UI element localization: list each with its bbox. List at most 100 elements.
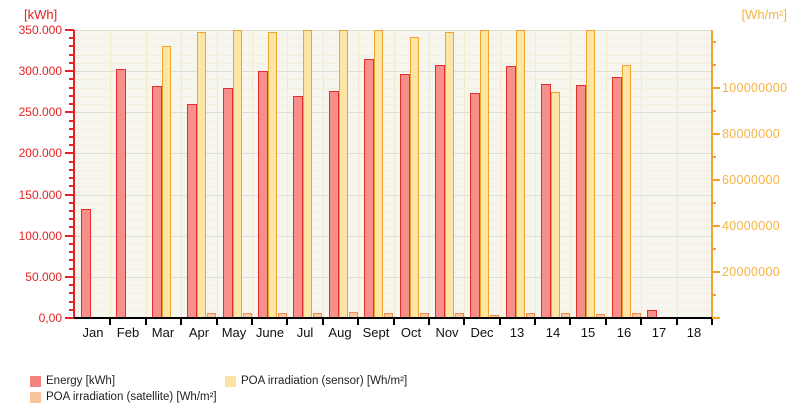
right-axis-tick-label: 100000000 bbox=[722, 81, 788, 95]
left-axis-tick bbox=[69, 177, 74, 179]
x-axis-tick bbox=[109, 319, 111, 325]
x-axis-tick bbox=[676, 319, 678, 325]
x-axis-tick bbox=[605, 319, 607, 325]
x-axis-category-label: Feb bbox=[116, 325, 140, 340]
right-axis-tick-label: 80000000 bbox=[722, 127, 781, 141]
left-axis-tick bbox=[69, 120, 74, 122]
gridline-vertical bbox=[146, 30, 147, 318]
legend-swatch-energy bbox=[30, 376, 41, 387]
x-axis-category-label: 18 bbox=[686, 325, 702, 340]
left-axis-tick bbox=[65, 194, 74, 196]
right-axis-tick bbox=[712, 248, 716, 250]
bottom-axis-line bbox=[73, 317, 714, 319]
gridline-vertical bbox=[323, 30, 324, 318]
gridline-horizontal bbox=[75, 236, 712, 237]
right-axis-line bbox=[711, 30, 713, 320]
left-axis-tick-label: 250.000 bbox=[18, 105, 62, 119]
left-axis-unit-label: [kWh] bbox=[24, 7, 58, 22]
legend-label-energy: Energy [kWh] bbox=[46, 375, 116, 387]
left-axis-tick bbox=[69, 251, 74, 253]
x-axis-tick bbox=[286, 319, 288, 325]
right-axis-tick bbox=[712, 294, 716, 296]
left-axis-tick bbox=[69, 210, 74, 212]
gridline-horizontal bbox=[75, 260, 712, 261]
bar-energy-aug bbox=[329, 91, 339, 318]
x-axis-tick bbox=[499, 319, 501, 325]
right-axis-tick bbox=[712, 179, 720, 181]
x-axis-tick bbox=[640, 319, 642, 325]
gridline-horizontal bbox=[75, 38, 712, 39]
x-axis-category-label: 17 bbox=[651, 325, 667, 340]
left-axis-tick-label: 50.000 bbox=[25, 270, 62, 284]
left-axis-tick bbox=[69, 292, 74, 294]
gridline-horizontal bbox=[75, 88, 712, 89]
bar-sensor-14 bbox=[551, 92, 560, 318]
bar-sensor-apr bbox=[197, 32, 206, 318]
bar-sensor-sept bbox=[374, 30, 383, 318]
left-axis-tick bbox=[69, 243, 74, 245]
gridline-horizontal bbox=[75, 129, 712, 130]
gridline-horizontal bbox=[75, 186, 712, 187]
left-axis-tick bbox=[69, 259, 74, 261]
x-axis-category-label: Nov bbox=[435, 325, 459, 340]
left-axis-tick bbox=[69, 218, 74, 220]
x-axis-tick bbox=[428, 319, 430, 325]
gridline-vertical bbox=[217, 30, 218, 318]
x-axis-tick bbox=[393, 319, 395, 325]
gridline-vertical bbox=[252, 30, 253, 318]
left-axis-tick bbox=[65, 317, 74, 319]
right-axis-tick bbox=[712, 271, 720, 273]
left-axis-tick-label: 300.000 bbox=[18, 64, 62, 78]
legend-label-satellite: POA irradiation (satellite) [Wh/m²] bbox=[46, 391, 217, 403]
gridline-horizontal bbox=[75, 244, 712, 245]
right-axis-unit-label: [Wh/m²] bbox=[741, 7, 788, 22]
gridline-vertical bbox=[181, 30, 182, 318]
x-axis-category-label: Sept bbox=[362, 325, 390, 340]
gridline-horizontal bbox=[75, 219, 712, 220]
plot-area bbox=[75, 30, 712, 318]
bar-energy-feb bbox=[116, 69, 126, 318]
bar-sensor-16 bbox=[622, 65, 631, 318]
gridline-horizontal bbox=[75, 104, 712, 105]
gridline-horizontal bbox=[75, 30, 712, 31]
bar-sensor-mar bbox=[162, 46, 171, 318]
left-axis-tick bbox=[69, 161, 74, 163]
right-axis-tick bbox=[712, 64, 716, 66]
gridline-horizontal bbox=[75, 121, 712, 122]
left-axis-tick bbox=[69, 202, 74, 204]
right-axis-tick-label: 40000000 bbox=[722, 219, 781, 233]
bar-energy-13 bbox=[506, 66, 516, 318]
left-axis-tick-label: 150.000 bbox=[18, 188, 62, 202]
right-axis-tick-label: 60000000 bbox=[722, 173, 781, 187]
right-axis-tick bbox=[712, 87, 720, 89]
gridline-horizontal bbox=[75, 227, 712, 228]
left-axis-tick bbox=[65, 70, 74, 72]
left-axis-tick bbox=[65, 276, 74, 278]
left-axis-tick-label: 350.000 bbox=[18, 23, 62, 37]
gridline-horizontal bbox=[75, 170, 712, 171]
gridline-vertical bbox=[358, 30, 359, 318]
gridline-horizontal bbox=[75, 46, 712, 47]
bar-energy-jan bbox=[81, 209, 91, 318]
left-axis-tick bbox=[69, 301, 74, 303]
left-axis-tick bbox=[65, 29, 74, 31]
right-axis-tick bbox=[712, 225, 720, 227]
gridline-horizontal bbox=[75, 203, 712, 204]
x-axis-category-label: 13 bbox=[509, 325, 525, 340]
bar-sensor-may bbox=[233, 30, 242, 318]
gridline-horizontal bbox=[75, 211, 712, 212]
x-axis-tick bbox=[534, 319, 536, 325]
x-axis-tick bbox=[569, 319, 571, 325]
x-axis-tick bbox=[711, 319, 713, 325]
gridline-vertical bbox=[429, 30, 430, 318]
gridline-horizontal bbox=[75, 269, 712, 270]
left-axis-tick bbox=[65, 152, 74, 154]
gridline-horizontal bbox=[75, 302, 712, 303]
gridline-horizontal bbox=[75, 79, 712, 80]
gridline-vertical bbox=[606, 30, 607, 318]
left-axis-tick bbox=[65, 235, 74, 237]
left-axis-tick bbox=[69, 226, 74, 228]
x-axis-category-label: May bbox=[221, 325, 247, 340]
gridline-vertical bbox=[287, 30, 288, 318]
